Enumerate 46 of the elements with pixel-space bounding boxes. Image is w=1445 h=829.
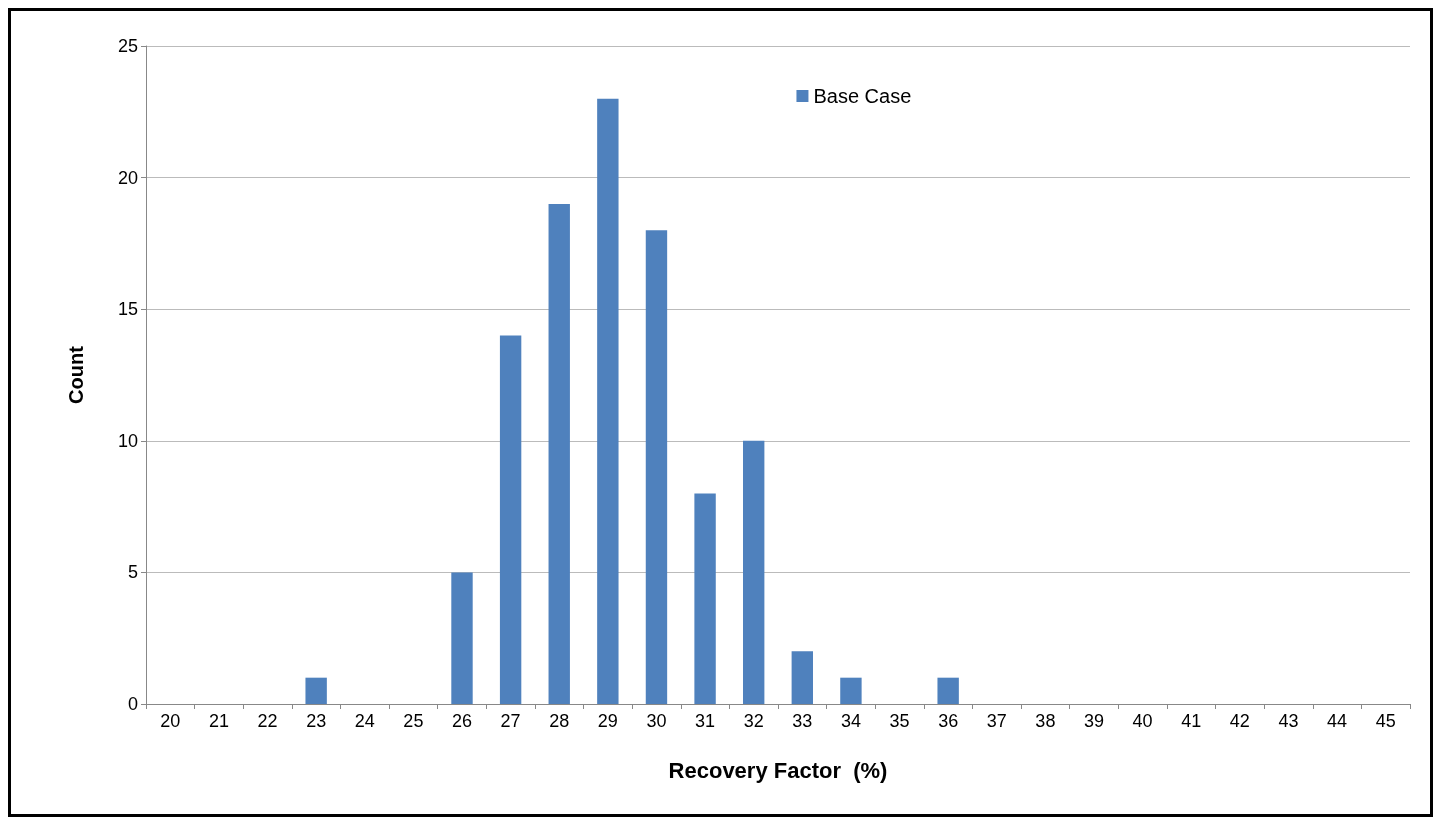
x-tick-label: 29: [597, 711, 618, 731]
x-tick-label: 34: [840, 711, 861, 731]
x-tick-label: 21: [208, 711, 229, 731]
x-tick-label: 44: [1327, 711, 1348, 731]
x-tick-label: 31: [695, 711, 716, 731]
x-axis-title: Recovery Factor (%): [668, 757, 888, 783]
bar: [694, 493, 716, 704]
y-tick-label: 25: [117, 36, 138, 56]
x-tick-label: 38: [1035, 711, 1056, 731]
bar: [645, 230, 668, 704]
bar: [499, 335, 522, 704]
y-tick-label: 20: [117, 167, 138, 188]
bar: [597, 98, 619, 704]
x-tick-label: 27: [500, 711, 521, 731]
bar: [840, 677, 862, 704]
legend-label: Base Case: [813, 85, 912, 107]
x-tick-label: 23: [306, 711, 327, 731]
x-tick-label: 41: [1181, 711, 1202, 731]
x-tick-label: 20: [160, 711, 181, 731]
bar: [305, 677, 327, 704]
x-tick-label: 24: [354, 711, 375, 731]
bar: [451, 572, 473, 704]
x-tick-label: 39: [1083, 711, 1105, 731]
y-axis-title: Count: [65, 345, 87, 404]
x-tick-label: 30: [646, 711, 667, 731]
x-tick-label: 25: [403, 711, 424, 731]
bar: [743, 440, 765, 704]
y-tick-label: 5: [127, 562, 138, 583]
x-tick-label: 26: [451, 711, 473, 731]
x-tick-label: 35: [889, 711, 910, 731]
x-tick-label: 36: [938, 711, 959, 731]
x-tick-label: 32: [743, 711, 764, 731]
x-tick-label: 45: [1375, 711, 1396, 731]
x-tick-label: 43: [1278, 711, 1299, 731]
y-tick-label: 15: [117, 299, 138, 320]
y-tick-label: 10: [117, 430, 138, 451]
bar: [937, 677, 959, 704]
x-tick-label: 37: [986, 711, 1007, 731]
x-tick-label: 42: [1229, 711, 1250, 731]
x-tick-label: 28: [549, 711, 570, 731]
x-tick-label: 33: [792, 711, 813, 731]
bar: [791, 651, 813, 704]
y-tick-label: 0: [127, 694, 138, 714]
bar: [548, 203, 570, 704]
x-tick-label: 22: [257, 711, 278, 731]
x-tick-label: 40: [1132, 711, 1153, 731]
